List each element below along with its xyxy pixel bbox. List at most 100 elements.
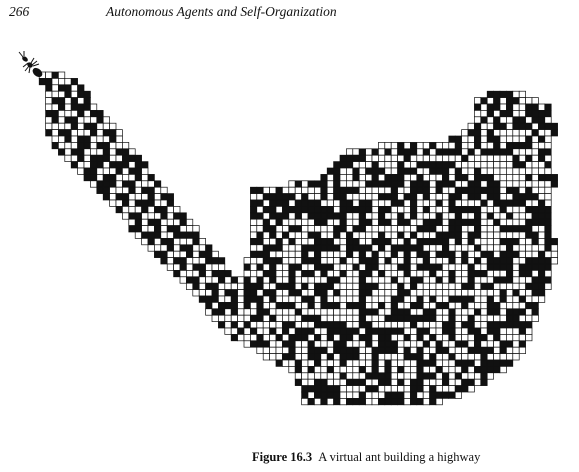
grid-cell-filled	[70, 78, 78, 86]
grid-cell-filled	[486, 174, 494, 182]
grid-cell-filled	[525, 110, 533, 118]
grid-cell-empty	[45, 97, 53, 105]
grid-cell-filled	[403, 346, 411, 354]
grid-cell-empty	[454, 161, 462, 169]
grid-cell-empty	[435, 289, 443, 297]
grid-cell-filled	[307, 244, 315, 252]
grid-cell-filled	[448, 353, 456, 361]
grid-cell-filled	[474, 346, 482, 354]
grid-cell-filled	[307, 302, 315, 310]
grid-cell-empty	[301, 372, 309, 380]
grid-cell-empty	[397, 302, 405, 310]
grid-cell-empty	[422, 231, 430, 239]
grid-cell-empty	[90, 116, 98, 124]
grid-cell-empty	[333, 366, 341, 374]
grid-cell-empty	[410, 154, 418, 162]
grid-cell-empty	[384, 385, 392, 393]
grid-cell-empty	[416, 206, 424, 214]
grid-cell-empty	[461, 334, 469, 342]
grid-cell-filled	[442, 391, 450, 399]
grid-cell-filled	[410, 206, 418, 214]
grid-cell-empty	[51, 84, 59, 92]
grid-cell-empty	[147, 180, 155, 188]
grid-cell-empty	[390, 359, 398, 367]
grid-cell-filled	[256, 250, 264, 258]
grid-cell-empty	[390, 385, 398, 393]
grid-cell-filled	[397, 218, 405, 226]
grid-cell-filled	[384, 206, 392, 214]
grid-cell-empty	[486, 340, 494, 348]
grid-cell-filled	[518, 193, 526, 201]
grid-cell-filled	[518, 270, 526, 278]
grid-cell-empty	[544, 186, 552, 194]
grid-cell-filled	[410, 353, 418, 361]
grid-cell-empty	[371, 321, 379, 329]
grid-cell-empty	[365, 346, 373, 354]
grid-cell-empty	[512, 327, 520, 335]
grid-cell-filled	[77, 154, 85, 162]
grid-cell-empty	[550, 244, 558, 252]
grid-cell-filled	[486, 129, 494, 137]
grid-cell-empty	[422, 212, 430, 220]
grid-cell-filled	[211, 270, 219, 278]
grid-cell-filled	[358, 334, 366, 342]
grid-cell-filled	[461, 366, 469, 374]
grid-cell-filled	[525, 282, 533, 290]
grid-cell-empty	[243, 327, 251, 335]
grid-cell-empty	[192, 225, 200, 233]
grid-cell-filled	[531, 308, 539, 316]
grid-cell-empty	[467, 225, 475, 233]
grid-cell-filled	[493, 199, 501, 207]
grid-cell-filled	[307, 180, 315, 188]
grid-cell-empty	[371, 244, 379, 252]
grid-cell-filled	[198, 263, 206, 271]
grid-cell-filled	[352, 353, 360, 361]
grid-cell-empty	[442, 340, 450, 348]
grid-cell-filled	[326, 276, 334, 284]
grid-cell-empty	[346, 193, 354, 201]
grid-cell-empty	[358, 346, 366, 354]
grid-cell-filled	[480, 378, 488, 386]
grid-cell-empty	[64, 154, 72, 162]
grid-cell-empty	[166, 257, 174, 265]
grid-cell-empty	[474, 276, 482, 284]
grid-cell-filled	[269, 199, 277, 207]
grid-cell-filled	[397, 142, 405, 150]
grid-cell-filled	[122, 154, 130, 162]
grid-cell-filled	[102, 142, 110, 150]
grid-cell-filled	[320, 218, 328, 226]
grid-cell-empty	[371, 206, 379, 214]
grid-cell-empty	[256, 346, 264, 354]
grid-cell-filled	[397, 212, 405, 220]
grid-cell-empty	[493, 353, 501, 361]
grid-cell-filled	[365, 321, 373, 329]
grid-cell-empty	[486, 270, 494, 278]
grid-cell-empty	[422, 334, 430, 342]
grid-cell-filled	[358, 289, 366, 297]
grid-cell-filled	[461, 378, 469, 386]
grid-cell-empty	[173, 238, 181, 246]
grid-cell-empty	[429, 186, 437, 194]
grid-cell-filled	[480, 353, 488, 361]
grid-cell-empty	[474, 199, 482, 207]
grid-cell-empty	[45, 122, 53, 130]
grid-cell-empty	[435, 142, 443, 150]
grid-cell-empty	[467, 250, 475, 258]
grid-cell-empty	[288, 359, 296, 367]
grid-cell-empty	[352, 218, 360, 226]
grid-cell-empty	[358, 174, 366, 182]
grid-cell-filled	[288, 206, 296, 214]
grid-cell-empty	[77, 167, 85, 175]
grid-cell-filled	[480, 148, 488, 156]
grid-cell-filled	[83, 135, 91, 143]
grid-cell-filled	[461, 250, 469, 258]
grid-cell-filled	[474, 142, 482, 150]
grid-cell-filled	[486, 282, 494, 290]
grid-cell-empty	[307, 282, 315, 290]
grid-cell-empty	[250, 263, 258, 271]
grid-cell-filled	[403, 289, 411, 297]
grid-cell-filled	[544, 238, 552, 246]
grid-cell-filled	[154, 180, 162, 188]
grid-cell-filled	[538, 263, 546, 271]
grid-cell-filled	[333, 302, 341, 310]
